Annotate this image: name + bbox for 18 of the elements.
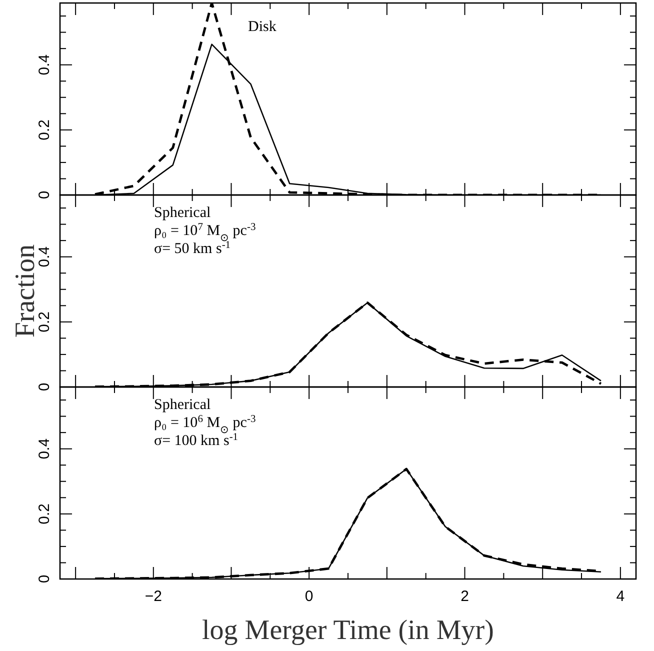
x-tick-label: 2 bbox=[460, 588, 469, 605]
y-tick-label: 0 bbox=[36, 382, 53, 392]
y-tick-label: 0 bbox=[36, 190, 53, 200]
y-tick-label: 0.2 bbox=[36, 503, 53, 524]
y-tick-label: 0.2 bbox=[36, 311, 53, 332]
x-tick-label: 4 bbox=[616, 588, 625, 605]
annotation: σ= 50 km s$^{-1}$ bbox=[154, 240, 231, 257]
y-tick-label: 0.4 bbox=[36, 54, 53, 76]
annotation: Spherical bbox=[154, 205, 211, 221]
annotation: Spherical bbox=[154, 397, 211, 413]
x-tick-label: −2 bbox=[144, 588, 162, 605]
x-tick-label: 0 bbox=[304, 588, 314, 605]
x-axis-title: log Merger Time (in Myr) bbox=[202, 615, 494, 646]
annotation: Disk bbox=[248, 19, 277, 35]
y-tick-label: 0.4 bbox=[36, 246, 53, 268]
y-tick-label: 0 bbox=[36, 574, 53, 584]
y-tick-label: 0.4 bbox=[36, 438, 53, 460]
y-tick-label: 0.2 bbox=[36, 119, 53, 140]
